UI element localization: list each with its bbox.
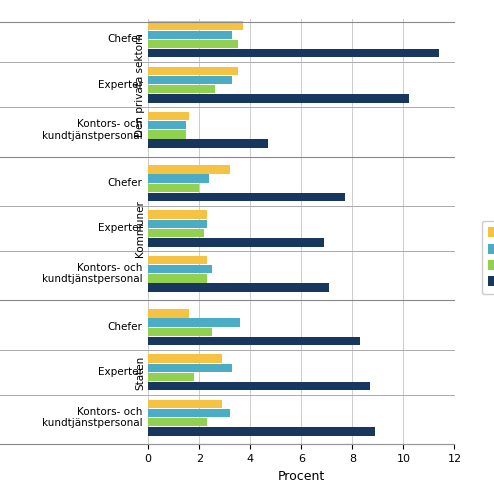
Bar xyxy=(148,373,194,381)
Bar xyxy=(148,139,268,148)
Bar xyxy=(148,418,207,426)
Bar xyxy=(148,112,189,120)
Bar xyxy=(148,256,207,264)
Bar xyxy=(148,40,238,48)
Bar xyxy=(148,382,370,390)
Text: Den privata sektorn: Den privata sektorn xyxy=(135,33,145,137)
Bar xyxy=(148,49,439,57)
Bar xyxy=(148,229,205,237)
Bar xyxy=(148,283,329,292)
Bar xyxy=(148,318,240,327)
Bar xyxy=(148,76,232,84)
Bar xyxy=(148,220,207,228)
Bar xyxy=(148,309,189,318)
Bar xyxy=(148,399,222,408)
Bar xyxy=(148,67,238,75)
Bar xyxy=(148,364,232,372)
Text: Staten: Staten xyxy=(135,355,145,389)
Bar xyxy=(148,211,207,219)
Bar xyxy=(148,184,199,192)
Bar xyxy=(148,174,209,183)
Text: Kommuner: Kommuner xyxy=(135,200,145,257)
Legend: 2010-2011, 2011-2012, 2012-2013, 2010-2013: 2010-2011, 2011-2012, 2012-2013, 2010-20… xyxy=(482,221,494,294)
X-axis label: Procent: Procent xyxy=(278,469,325,483)
Bar xyxy=(148,121,186,129)
Bar xyxy=(148,409,230,417)
Bar xyxy=(148,274,207,283)
Bar xyxy=(148,327,212,336)
Bar xyxy=(148,21,243,30)
Bar xyxy=(148,30,232,39)
Bar xyxy=(148,355,222,363)
Bar xyxy=(148,265,212,273)
Bar xyxy=(148,165,230,174)
Bar xyxy=(148,85,214,93)
Bar xyxy=(148,130,186,139)
Bar xyxy=(148,94,409,102)
Bar xyxy=(148,427,375,436)
Bar xyxy=(148,337,360,345)
Bar xyxy=(148,193,345,201)
Bar xyxy=(148,238,324,246)
